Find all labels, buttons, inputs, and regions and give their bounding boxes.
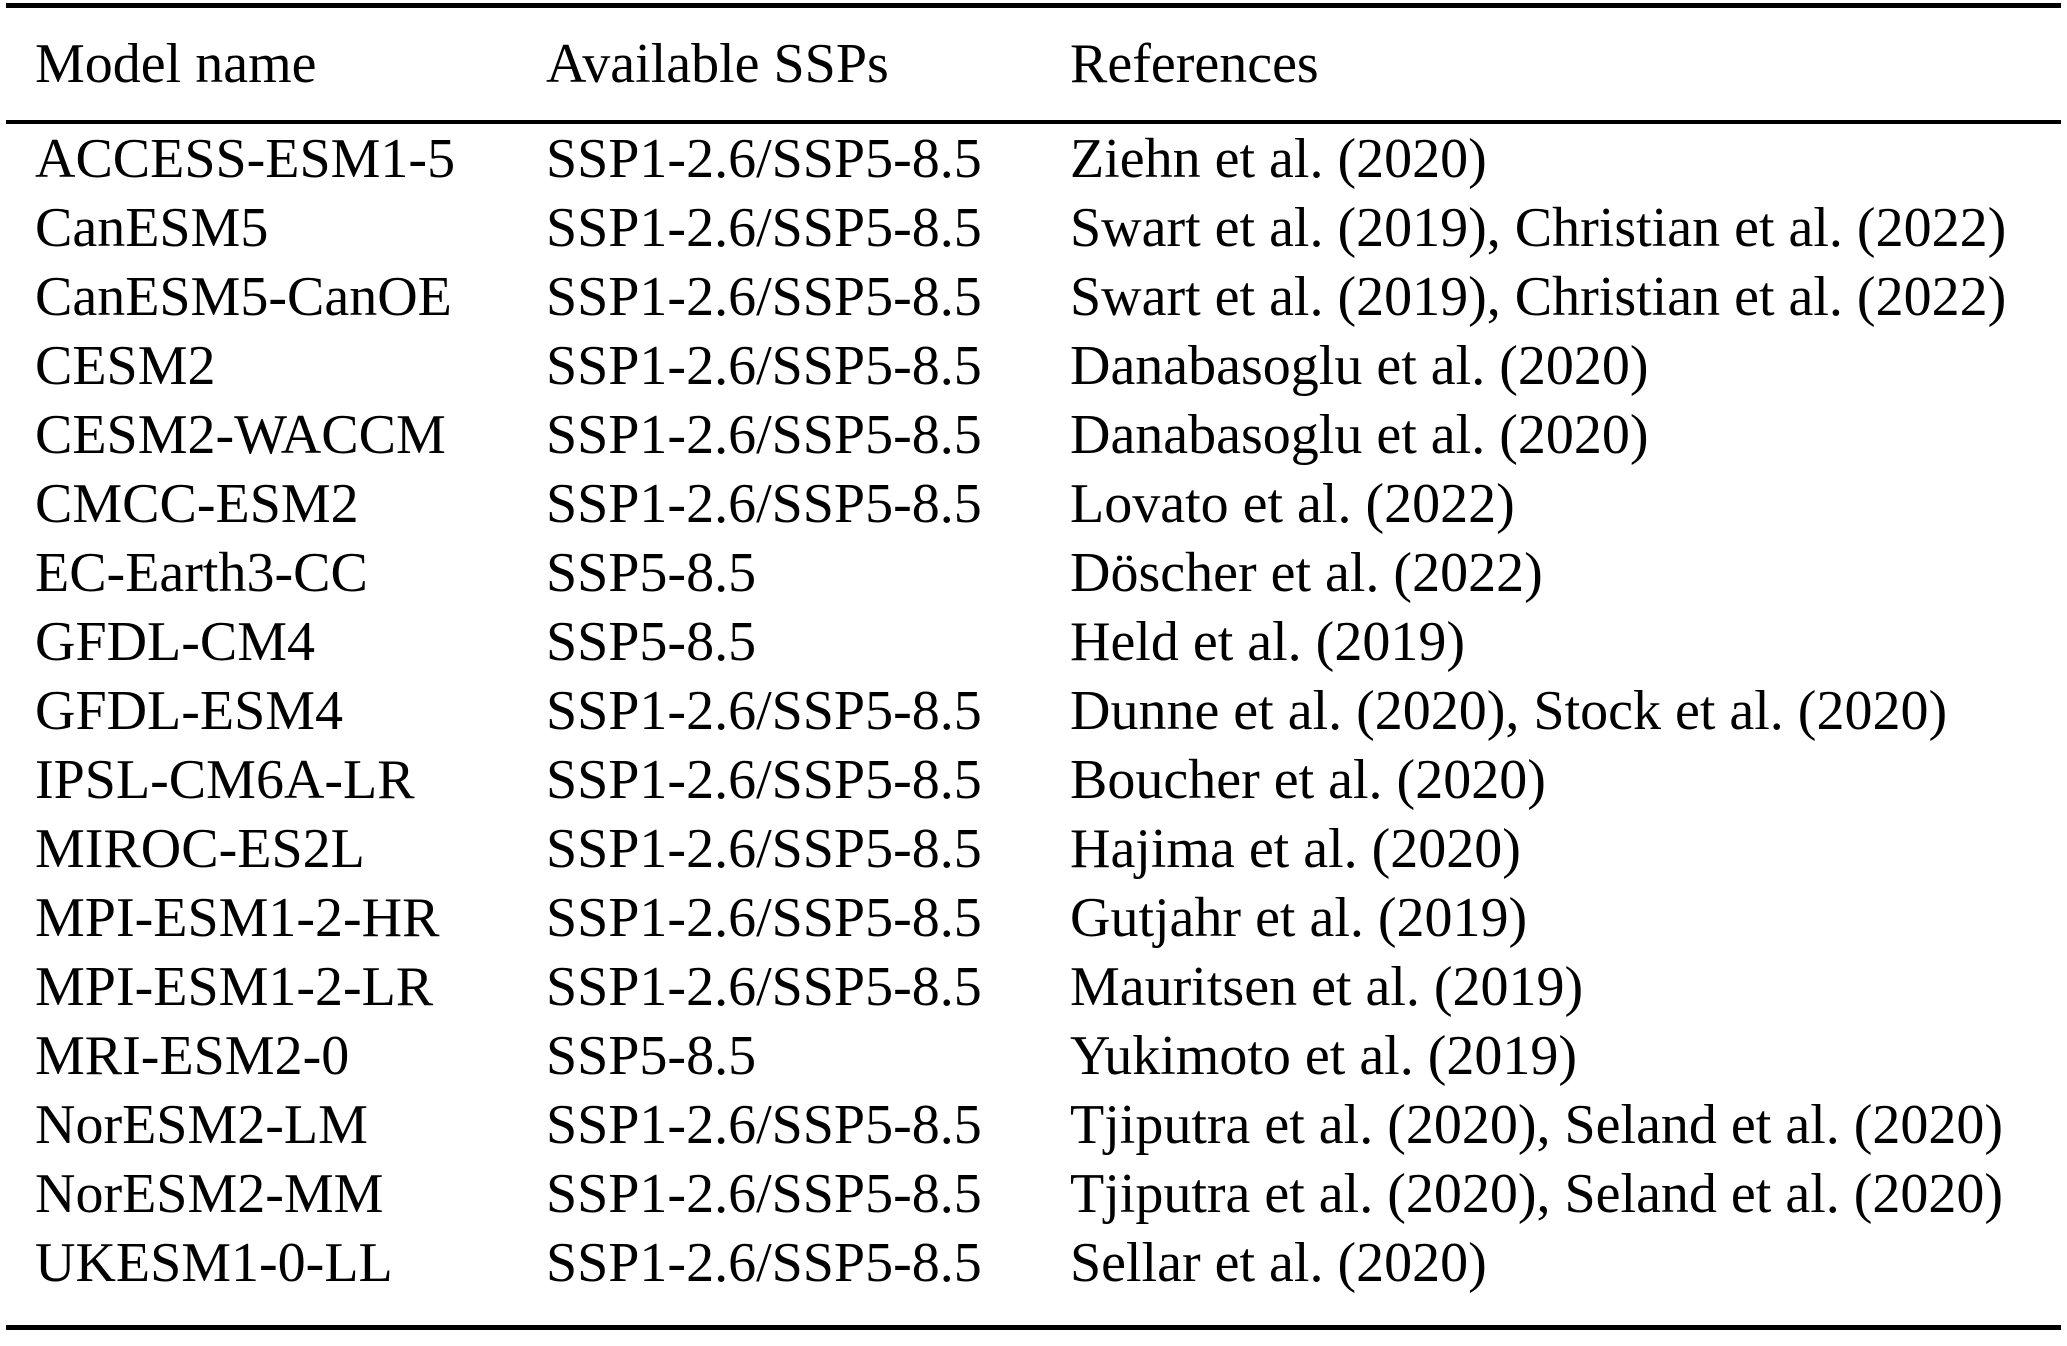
- references-cell: Danabasoglu et al. (2020): [1070, 334, 1649, 397]
- available-ssps-cell: SSP5-8.5: [546, 541, 757, 604]
- model-name-cell: UKESM1-0-LL: [35, 1231, 393, 1294]
- model-name-cell: GFDL-CM4: [35, 610, 316, 673]
- table-header-row: Model name Available SSPs References: [0, 8, 2067, 120]
- table-body: ACCESS-ESM1-5 SSP1-2.6/SSP5-8.5 Ziehn et a…: [0, 124, 2067, 1297]
- model-name-cell: MPI-ESM1-2-LR: [35, 955, 434, 1018]
- references-cell: Lovato et al. (2022): [1070, 472, 1515, 535]
- model-name-cell: CMCC-ESM2: [35, 472, 359, 535]
- model-name-cell: CESM2: [35, 334, 216, 397]
- available-ssps-cell: SSP1-2.6/SSP5-8.5: [546, 265, 982, 328]
- model-name-cell: CanESM5-CanOE: [35, 265, 452, 328]
- references-cell: Tjiputra et al. (2020), Seland et al. (2…: [1070, 1093, 2004, 1156]
- table-row: CESM2 SSP1-2.6/SSP5-8.5 Danabasoglu et al.…: [0, 331, 2067, 400]
- table-row: MPI-ESM1-2-LR SSP1-2.6/SSP5-8.5 Mauritsen …: [0, 952, 2067, 1021]
- model-name-cell: MPI-ESM1-2-HR: [35, 886, 440, 949]
- table-row: MIROC-ES2L SSP1-2.6/SSP5-8.5 Hajima et al.…: [0, 814, 2067, 883]
- available-ssps-cell: SSP5-8.5: [546, 610, 757, 673]
- available-ssps-cell: SSP1-2.6/SSP5-8.5: [546, 748, 982, 811]
- available-ssps-cell: SSP1-2.6/SSP5-8.5: [546, 472, 982, 535]
- references-cell: Yukimoto et al. (2019): [1070, 1024, 1578, 1087]
- available-ssps-cell: SSP1-2.6/SSP5-8.5: [546, 127, 982, 190]
- references-cell: Held et al. (2019): [1070, 610, 1465, 673]
- available-ssps-cell: SSP5-8.5: [546, 1024, 757, 1087]
- model-name-cell: NorESM2-MM: [35, 1162, 384, 1225]
- table-row: EC-Earth3-CC SSP5-8.5 Döscher et al. (2022…: [0, 538, 2067, 607]
- references-cell: Boucher et al. (2020): [1070, 748, 1546, 811]
- references-cell: Sellar et al. (2020): [1070, 1231, 1487, 1294]
- references-cell: Swart et al. (2019), Christian et al. (2…: [1070, 196, 2007, 259]
- table-row: MRI-ESM2-0 SSP5-8.5 Yukimoto et al. (2019): [0, 1021, 2067, 1090]
- model-name-cell: GFDL-ESM4: [35, 679, 344, 742]
- available-ssps-cell: SSP1-2.6/SSP5-8.5: [546, 1162, 982, 1225]
- model-name-cell: MIROC-ES2L: [35, 817, 365, 880]
- available-ssps-cell: SSP1-2.6/SSP5-8.5: [546, 1093, 982, 1156]
- references-cell: Danabasoglu et al. (2020): [1070, 403, 1649, 466]
- table-row: NorESM2-MM SSP1-2.6/SSP5-8.5 Tjiputra et a…: [0, 1159, 2067, 1228]
- table-row: UKESM1-0-LL SSP1-2.6/SSP5-8.5 Sellar et al…: [0, 1228, 2067, 1297]
- column-header-references: References: [1070, 33, 1319, 95]
- table-bottom-spacer: [0, 1297, 2067, 1325]
- table-row: CMCC-ESM2 SSP1-2.6/SSP5-8.5 Lovato et al. …: [0, 469, 2067, 538]
- model-name-cell: MRI-ESM2-0: [35, 1024, 350, 1087]
- table-row: CESM2-WACCM SSP1-2.6/SSP5-8.5 Danabasoglu …: [0, 400, 2067, 469]
- model-name-cell: EC-Earth3-CC: [35, 541, 368, 604]
- table-row: GFDL-CM4 SSP5-8.5 Held et al. (2019): [0, 607, 2067, 676]
- table-row: CanESM5 SSP1-2.6/SSP5-8.5 Swart et al. (20…: [0, 193, 2067, 262]
- table-row: IPSL-CM6A-LR SSP1-2.6/SSP5-8.5 Boucher et …: [0, 745, 2067, 814]
- model-name-cell: CESM2-WACCM: [35, 403, 446, 466]
- references-cell: Gutjahr et al. (2019): [1070, 886, 1528, 949]
- available-ssps-cell: SSP1-2.6/SSP5-8.5: [546, 403, 982, 466]
- model-name-cell: CanESM5: [35, 196, 269, 259]
- column-header-model-name: Model name: [35, 33, 317, 95]
- table-header-rule: [6, 120, 2061, 124]
- available-ssps-cell: SSP1-2.6/SSP5-8.5: [546, 817, 982, 880]
- table-bottom-rule: [6, 1325, 2061, 1330]
- model-name-cell: NorESM2-LM: [35, 1093, 368, 1156]
- available-ssps-cell: SSP1-2.6/SSP5-8.5: [546, 886, 982, 949]
- references-cell: Hajima et al. (2020): [1070, 817, 1521, 880]
- table-row: NorESM2-LM SSP1-2.6/SSP5-8.5 Tjiputra et a…: [0, 1090, 2067, 1159]
- references-cell: Döscher et al. (2022): [1070, 541, 1543, 604]
- references-cell: Ziehn et al. (2020): [1070, 127, 1487, 190]
- table-row: CanESM5-CanOE SSP1-2.6/SSP5-8.5 Swart et a…: [0, 262, 2067, 331]
- references-cell: Tjiputra et al. (2020), Seland et al. (2…: [1070, 1162, 2004, 1225]
- column-header-available-ssps: Available SSPs: [546, 33, 889, 95]
- available-ssps-cell: SSP1-2.6/SSP5-8.5: [546, 334, 982, 397]
- table-row: GFDL-ESM4 SSP1-2.6/SSP5-8.5 Dunne et al. (…: [0, 676, 2067, 745]
- references-cell: Mauritsen et al. (2019): [1070, 955, 1584, 1018]
- available-ssps-cell: SSP1-2.6/SSP5-8.5: [546, 679, 982, 742]
- available-ssps-cell: SSP1-2.6/SSP5-8.5: [546, 955, 982, 1018]
- references-cell: Dunne et al. (2020), Stock et al. (2020): [1070, 679, 1948, 742]
- references-cell: Swart et al. (2019), Christian et al. (2…: [1070, 265, 2007, 328]
- table-row: ACCESS-ESM1-5 SSP1-2.6/SSP5-8.5 Ziehn et a…: [0, 124, 2067, 193]
- table-row: MPI-ESM1-2-HR SSP1-2.6/SSP5-8.5 Gutjahr et…: [0, 883, 2067, 952]
- model-name-cell: IPSL-CM6A-LR: [35, 748, 415, 811]
- available-ssps-cell: SSP1-2.6/SSP5-8.5: [546, 1231, 982, 1294]
- table-top-rule: [6, 3, 2061, 8]
- available-ssps-cell: SSP1-2.6/SSP5-8.5: [546, 196, 982, 259]
- model-name-cell: ACCESS-ESM1-5: [35, 127, 456, 190]
